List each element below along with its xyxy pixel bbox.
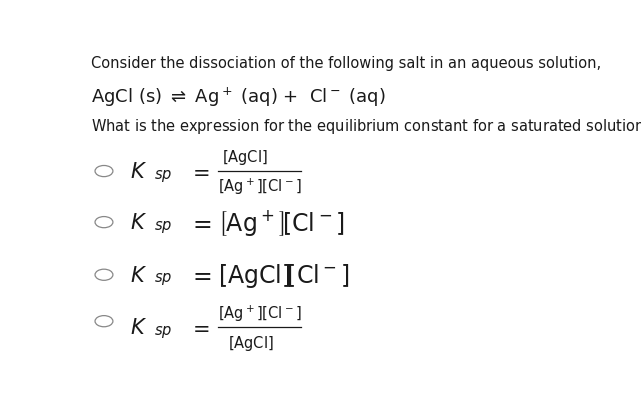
Text: $K$: $K$ bbox=[129, 213, 147, 233]
Text: $\mathrm{[AgCl]}$: $\mathrm{[AgCl]}$ bbox=[228, 333, 274, 352]
Text: $K$: $K$ bbox=[129, 162, 147, 182]
Text: Consider the dissociation of the following salt in an aqueous solution,: Consider the dissociation of the followi… bbox=[91, 56, 601, 71]
Text: $sp$: $sp$ bbox=[154, 271, 172, 287]
Text: $\left[\mathrm{Ag}^+\right]\!\left[\mathrm{Cl}^-\right]$: $\left[\mathrm{Ag}^+\right]\!\left[\math… bbox=[218, 208, 345, 237]
Text: $\mathrm{[Ag^+][Cl^-]}$: $\mathrm{[Ag^+][Cl^-]}$ bbox=[218, 303, 302, 323]
Text: $sp$: $sp$ bbox=[154, 167, 172, 183]
Text: $\mathrm{[Ag^+][Cl^-]}$: $\mathrm{[Ag^+][Cl^-]}$ bbox=[218, 176, 302, 196]
Text: $sp$: $sp$ bbox=[154, 323, 172, 339]
Text: $=$: $=$ bbox=[188, 318, 210, 337]
Text: $\mathrm{[AgCl]}$: $\mathrm{[AgCl]}$ bbox=[222, 147, 267, 166]
Text: $=$: $=$ bbox=[188, 211, 212, 234]
Text: What is the expression for the equilibrium constant for a saturated solution, K$: What is the expression for the equilibri… bbox=[91, 117, 641, 138]
Text: $=$: $=$ bbox=[188, 263, 212, 287]
Text: $K$: $K$ bbox=[129, 318, 147, 338]
Text: $K$: $K$ bbox=[129, 265, 147, 285]
Text: $=$: $=$ bbox=[188, 162, 210, 181]
Text: $sp$: $sp$ bbox=[154, 218, 172, 234]
Text: AgCl (s) $\rightleftharpoons$ Ag$^+$ (aq) +  Cl$^-$ (aq): AgCl (s) $\rightleftharpoons$ Ag$^+$ (aq… bbox=[91, 85, 386, 108]
Text: $\left[\mathrm{AgCl}\right]\!\left[\mathrm{Cl}^-\right]$: $\left[\mathrm{AgCl}\right]\!\left[\math… bbox=[218, 261, 350, 289]
